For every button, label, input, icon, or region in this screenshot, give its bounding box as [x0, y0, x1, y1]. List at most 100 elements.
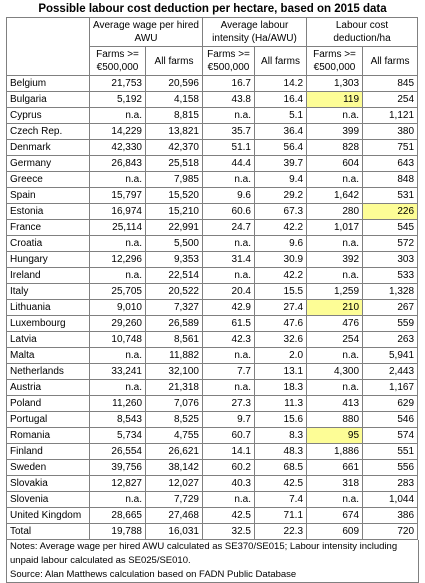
value-cell-wall: 22,991 [145, 219, 203, 236]
country-cell: Spain [6, 187, 90, 204]
value-cell-dall: 556 [362, 459, 419, 476]
value-cell-d500: 609 [306, 523, 364, 540]
value-cell-w500: 26,843 [89, 155, 146, 172]
value-cell-wall: 8,815 [145, 107, 203, 124]
value-cell-d500: 661 [306, 459, 364, 476]
value-cell-d500: 1,642 [306, 187, 364, 204]
value-cell-iall: 11.3 [253, 395, 308, 412]
value-cell-wall: 7,327 [145, 299, 203, 316]
value-cell-d500: 318 [306, 475, 364, 492]
table-row: Luxembourg 29,260 26,589 61.5 47.6 476 559 [6, 315, 419, 332]
header-blank-cell [6, 17, 90, 47]
table-row: Ireland n.a. 22,514 n.a. 42.2 n.a. 533 [6, 267, 419, 284]
value-cell-iall: 9.6 [253, 235, 308, 252]
table-row: Finland 26,554 26,621 14.1 48.3 1,886 551 [6, 443, 419, 460]
value-cell-wall: 12,027 [145, 475, 203, 492]
table-row: Spain 15,797 15,520 9.6 29.2 1,642 531 [6, 187, 419, 204]
table-row: Belgium 21,753 20,596 16.7 14.2 1,303 845 [6, 75, 419, 92]
value-cell-dall: 263 [362, 331, 419, 348]
value-cell-d500: 476 [306, 315, 364, 332]
header-blank-cell [6, 46, 90, 76]
value-cell-wall: 42,370 [145, 139, 203, 156]
value-cell-i500: 32.5 [202, 523, 255, 540]
value-cell-dall: 533 [362, 267, 419, 284]
subheader-wage-farms-500k: Farms >= €500,000 [89, 46, 146, 76]
value-cell-w500: 29,260 [89, 315, 146, 332]
value-cell-d500: n.a. [306, 347, 364, 364]
value-cell-dall: 386 [362, 507, 419, 524]
value-cell-wall: 26,621 [145, 443, 203, 460]
value-cell-d500: 1,886 [306, 443, 364, 460]
value-cell-i500: 7.7 [202, 363, 255, 380]
value-cell-wall: 8,561 [145, 331, 203, 348]
value-cell-d500: 95 [306, 427, 364, 444]
country-cell: Luxembourg [6, 315, 90, 332]
value-cell-w500: n.a. [89, 379, 146, 396]
value-cell-w500: 11,260 [89, 395, 146, 412]
value-cell-d500: n.a. [306, 107, 364, 124]
table-row: Denmark 42,330 42,370 51.1 56.4 828 751 [6, 139, 419, 156]
table-row: Estonia 16,974 15,210 60.6 67.3 280 226 [6, 203, 419, 220]
country-cell: Germany [6, 155, 90, 172]
value-cell-i500: 61.5 [202, 315, 255, 332]
value-cell-dall: 559 [362, 315, 419, 332]
value-cell-w500: 33,241 [89, 363, 146, 380]
value-cell-wall: 15,210 [145, 203, 203, 220]
value-cell-iall: 68.5 [253, 459, 308, 476]
value-cell-iall: 71.1 [253, 507, 308, 524]
table-row: Netherlands 33,241 32,100 7.7 13.1 4,300 2,443 [6, 363, 419, 380]
value-cell-iall: 8.3 [253, 427, 308, 444]
value-cell-dall: 1,167 [362, 379, 419, 396]
value-cell-dall: 848 [362, 171, 419, 188]
value-cell-wall: 13,821 [145, 123, 203, 140]
country-cell: Portugal [6, 411, 90, 428]
value-cell-w500: 26,554 [89, 443, 146, 460]
subheader-deduction-all-farms: All farms [362, 46, 419, 76]
value-cell-w500: 15,797 [89, 187, 146, 204]
table-row: Romania 5,734 4,755 60.7 8.3 95 574 [6, 427, 419, 444]
value-cell-i500: n.a. [202, 379, 255, 396]
value-cell-dall: 1,328 [362, 283, 419, 300]
table-row: Lithuania 9,010 7,327 42.9 27.4 210 267 [6, 299, 419, 316]
value-cell-dall: 845 [362, 75, 419, 92]
value-cell-w500: n.a. [89, 171, 146, 188]
country-cell: United Kingdom [6, 507, 90, 524]
value-cell-d500: 674 [306, 507, 364, 524]
value-cell-w500: 19,788 [89, 523, 146, 540]
value-cell-dall: 546 [362, 411, 419, 428]
table-row: United Kingdom 28,665 27,468 42.5 71.1 674 386 [6, 507, 419, 524]
table-row: Slovenia n.a. 7,729 n.a. 7.4 n.a. 1,044 [6, 491, 419, 508]
country-cell: Ireland [6, 267, 90, 284]
value-cell-d500: 1,259 [306, 283, 364, 300]
value-cell-iall: 27.4 [253, 299, 308, 316]
value-cell-dall: 531 [362, 187, 419, 204]
value-cell-iall: 30.9 [253, 251, 308, 268]
value-cell-d500: n.a. [306, 379, 364, 396]
country-cell: Bulgaria [6, 91, 90, 108]
country-cell: Netherlands [6, 363, 90, 380]
value-cell-dall: 5,941 [362, 347, 419, 364]
value-cell-d500: 4,300 [306, 363, 364, 380]
value-cell-iall: 13.1 [253, 363, 308, 380]
value-cell-wall: 8,525 [145, 411, 203, 428]
value-cell-iall: 22.3 [253, 523, 308, 540]
country-cell: Poland [6, 395, 90, 412]
value-cell-i500: n.a. [202, 347, 255, 364]
country-cell: Romania [6, 427, 90, 444]
value-cell-dall: 751 [362, 139, 419, 156]
value-cell-dall: 643 [362, 155, 419, 172]
table-row: Germany 26,843 25,518 44.4 39.7 604 643 [6, 155, 419, 172]
value-cell-dall: 254 [362, 91, 419, 108]
value-cell-iall: 42.2 [253, 267, 308, 284]
value-cell-wall: 4,755 [145, 427, 203, 444]
value-cell-i500: 42.5 [202, 507, 255, 524]
value-cell-i500: 9.7 [202, 411, 255, 428]
country-cell: Malta [6, 347, 90, 364]
value-cell-w500: n.a. [89, 267, 146, 284]
subheader-intensity-farms-500k: Farms >= €500,000 [202, 46, 255, 76]
table-row: Bulgaria 5,192 4,158 43.8 16.4 119 254 [6, 91, 419, 108]
value-cell-d500: 880 [306, 411, 364, 428]
value-cell-i500: 42.3 [202, 331, 255, 348]
value-cell-d500: 1,017 [306, 219, 364, 236]
value-cell-wall: 26,589 [145, 315, 203, 332]
